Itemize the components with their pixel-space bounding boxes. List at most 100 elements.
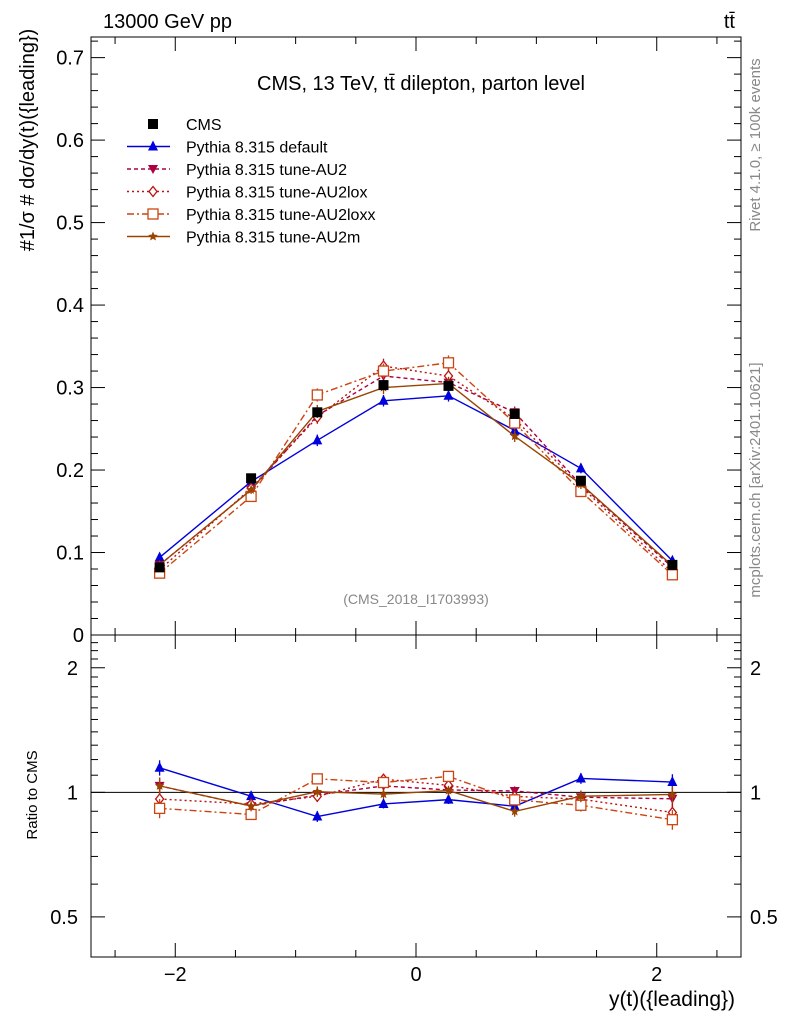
legend-marker	[147, 208, 159, 220]
data-point	[312, 434, 323, 445]
ratio-point	[311, 773, 323, 785]
ratio-plot-marks	[153, 760, 679, 830]
ratio-point	[442, 770, 455, 783]
ratio-point	[509, 806, 520, 816]
data-point	[311, 389, 323, 401]
data-point	[442, 357, 455, 369]
cms-data-point	[667, 559, 678, 570]
x-tick-label: 0	[410, 964, 421, 986]
axes-group: 0 0.1 0.2 0.3 0.4 0.5 0.6 0.7 −2 0 2 0.5 0.5 1 1 2 2	[50, 37, 778, 986]
data-point	[246, 484, 256, 494]
ratio-tick-label: 0.5	[50, 907, 78, 929]
ratio-point	[378, 789, 389, 799]
y-tick-label: 0.3	[56, 378, 84, 400]
cms-data-point	[154, 562, 165, 573]
ratio-point	[443, 793, 454, 804]
cms-data-point	[312, 407, 323, 418]
legend-label: Pythia 8.315 tune-AU2lox	[186, 185, 367, 202]
ratio-tick-label-right: 1	[750, 782, 761, 804]
ratio-plot-frame	[90, 634, 742, 958]
legend-marker	[148, 185, 158, 198]
main-plot-marks	[153, 355, 679, 581]
cms-data-point	[378, 380, 389, 391]
series-line	[159, 382, 673, 567]
series-pythia-8-315-tune-au2loxx	[153, 355, 679, 581]
legend-marker-cms	[148, 119, 158, 129]
legend-marker	[148, 231, 158, 241]
legend-label-cms: CMS	[186, 117, 222, 134]
analysis-id-label: (CMS_2018_I1703993)	[343, 591, 489, 607]
data-point	[509, 431, 520, 441]
ratio-point	[154, 761, 165, 772]
legend-label: Pythia 8.315 default	[186, 140, 328, 157]
data-point	[509, 417, 521, 429]
series-pythia-8-315-tune-au2lox	[154, 358, 678, 579]
ratio-point	[154, 780, 165, 790]
y-tick-label: 0.6	[56, 130, 84, 152]
cms-data-point	[509, 408, 520, 419]
y-axis-label: #1/σ # dσ/dy(t)({leading})	[17, 29, 39, 252]
legend-marker	[148, 165, 158, 174]
ratio-axis-label: Ratio to CMS	[24, 750, 41, 839]
cms-data-point	[575, 475, 586, 486]
rivet-version-label: Rivet 4.1.0, ≥ 100k events	[747, 58, 764, 231]
ratio-point	[509, 794, 521, 806]
legend-label: Pythia 8.315 tune-AU2	[186, 162, 347, 179]
ratio-point	[312, 810, 323, 821]
ratio-point	[312, 786, 323, 796]
ratio-point	[667, 789, 678, 799]
cms-data-point	[443, 380, 454, 391]
y-tick-label: 0.4	[56, 295, 84, 317]
ratio-point	[246, 801, 256, 811]
ratio-point	[666, 814, 679, 826]
x-tick-label: 2	[651, 964, 662, 986]
series-pythia-8-315-tune-au2m	[154, 376, 678, 570]
ratio-series-pythia-8-315-tune-au2m	[154, 777, 678, 817]
ratio-point	[443, 785, 454, 795]
series-line	[159, 365, 673, 573]
ratio-tick-label: 1	[67, 782, 78, 804]
series-cms-data	[154, 380, 678, 573]
y-tick-label: 0.2	[56, 460, 84, 482]
ratio-series-pythia-8-315-default	[154, 760, 678, 822]
data-point	[443, 389, 454, 400]
data-point	[666, 569, 679, 581]
legend-label: Pythia 8.315 tune-AU2m	[186, 230, 360, 247]
x-tick-label: −2	[164, 964, 187, 986]
ratio-point	[667, 776, 678, 787]
ratio-tick-label-right: 0.5	[750, 907, 778, 929]
ratio-point	[377, 776, 390, 789]
ratio-point	[575, 772, 586, 783]
process-label: tt̄	[724, 11, 736, 33]
y-tick-label: 0.5	[56, 213, 84, 235]
legend: CMS Pythia 8.315 default Pythia 8.315 tune…	[127, 117, 375, 247]
x-axis-label: y(t)({leading})	[609, 988, 735, 1011]
series-line	[159, 375, 673, 568]
energy-label: 13000 GeV pp	[103, 11, 232, 33]
ratio-series-line	[159, 785, 673, 807]
data-point	[154, 551, 165, 562]
data-point	[378, 394, 389, 405]
y-tick-label: 0.7	[56, 48, 84, 70]
ratio-point	[246, 790, 257, 801]
ratio-point	[153, 802, 166, 815]
cms-data-point	[246, 473, 257, 484]
mcplots-label: mcplots.cern.ch [arXiv:2401.10621]	[747, 362, 764, 597]
data-point	[377, 365, 390, 377]
ratio-series-line	[159, 785, 673, 813]
series-pythia-8-315-tune-au2	[154, 369, 678, 573]
data-point	[575, 462, 586, 473]
series-line	[159, 362, 673, 576]
ratio-tick-label: 2	[67, 658, 78, 680]
ratio-tick-label-right: 2	[750, 658, 761, 680]
ratio-series-pythia-8-315-tune-au2loxx	[153, 770, 679, 830]
ratio-series-line	[159, 775, 673, 821]
series-line	[159, 395, 673, 562]
y-tick-label: 0.1	[56, 543, 84, 565]
ratio-series-pythia-8-315-tune-au2	[154, 777, 678, 812]
ratio-point	[576, 791, 586, 801]
chart-title: CMS, 13 TeV, tt̄ dilepton, parton level	[257, 73, 585, 95]
y-tick-label: 0	[73, 625, 84, 647]
series-pythia-8-315-default	[154, 389, 678, 565]
